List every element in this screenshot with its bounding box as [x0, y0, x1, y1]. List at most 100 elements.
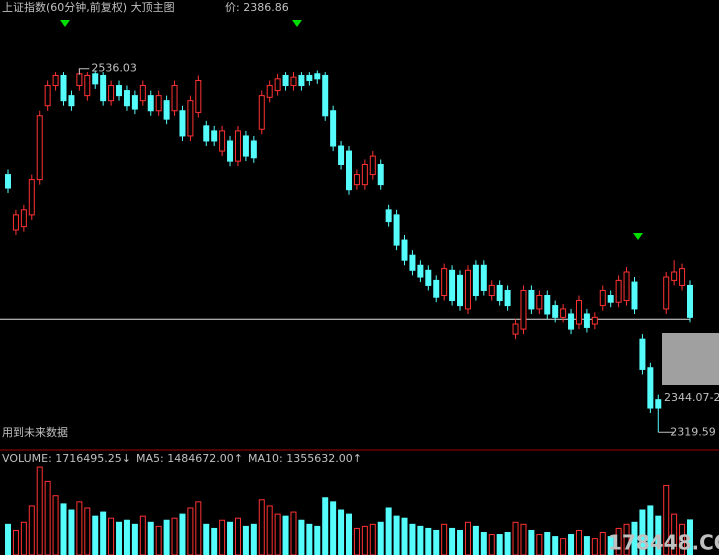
- candle-body: [28, 179, 35, 216]
- volume-bar: [36, 466, 43, 555]
- ma5-label: MA5: 1484672.00↑: [136, 452, 243, 465]
- volume-bar: [615, 527, 622, 555]
- candle-body: [377, 163, 384, 186]
- volume-bar: [250, 523, 257, 555]
- ma10-label: MA10: 1355632.00↑: [248, 452, 362, 465]
- candle-body: [520, 289, 527, 330]
- volume-bar: [338, 509, 345, 555]
- candle-body: [353, 174, 360, 186]
- candle-body: [544, 295, 551, 315]
- candle-body: [409, 254, 416, 271]
- candle-body: [552, 305, 559, 318]
- candle-body: [575, 300, 582, 325]
- candle-body: [385, 209, 392, 223]
- volume-bar: [496, 534, 503, 555]
- volume-bar: [227, 521, 234, 555]
- candle-body: [615, 279, 622, 303]
- candle-body: [496, 284, 503, 302]
- candle-body: [179, 110, 186, 137]
- candle-body: [369, 155, 376, 176]
- candle-body: [108, 85, 115, 102]
- candle-body: [147, 95, 154, 112]
- volume-bar: [234, 517, 241, 555]
- volume-bar: [100, 511, 107, 555]
- volume-bar: [5, 523, 11, 555]
- candle-body: [631, 281, 638, 310]
- candle-body: [504, 289, 511, 307]
- volume-bar: [155, 525, 162, 555]
- volume-bar: [591, 538, 598, 555]
- candle-body: [488, 284, 495, 297]
- volume-bar: [369, 523, 376, 555]
- volume-bar: [687, 519, 693, 555]
- volume-bar: [219, 519, 226, 555]
- volume-bar: [290, 511, 297, 555]
- volume-bar: [12, 529, 19, 555]
- candle-body: [5, 174, 11, 189]
- volume-bar: [385, 507, 392, 555]
- volume-bar: [123, 519, 130, 555]
- volume-bar: [401, 517, 408, 555]
- volume-bar: [409, 523, 416, 555]
- volume-bar: [171, 517, 178, 555]
- volume-bar: [44, 480, 51, 555]
- candle-body: [679, 268, 686, 286]
- candle-body: [266, 85, 273, 98]
- candle-body: [671, 271, 678, 281]
- volume-bar: [258, 499, 265, 555]
- volume-bar: [353, 527, 360, 555]
- candle-body: [346, 150, 352, 191]
- volume-bar: [60, 503, 67, 555]
- volume-label: VOLUME: 1716495.25↓: [2, 452, 131, 465]
- candle-body: [250, 140, 257, 159]
- volume-bar: [242, 525, 249, 555]
- volume-bar: [536, 534, 543, 555]
- future-box: [662, 333, 719, 385]
- volume-bar: [528, 529, 535, 555]
- candle-body: [131, 95, 138, 110]
- candle-body: [92, 73, 99, 85]
- volume-bar: [377, 521, 384, 555]
- price-value: 2386.86: [243, 1, 289, 14]
- volume-bar: [298, 519, 305, 555]
- volume-bar: [472, 525, 479, 555]
- volume-bar: [266, 505, 273, 555]
- candle-body: [560, 308, 567, 318]
- volume-bar: [116, 521, 123, 555]
- candle-body: [528, 289, 535, 310]
- candle-body: [536, 295, 543, 310]
- volume-bar: [322, 497, 329, 555]
- volume-bar: [20, 521, 27, 555]
- watermark: 178448.COM: [608, 531, 719, 555]
- candle-body: [187, 100, 194, 137]
- candle-body: [123, 90, 130, 107]
- volume-bar: [512, 521, 519, 555]
- volume-bar: [663, 484, 670, 555]
- volume-bar: [92, 515, 99, 555]
- volume-bar: [464, 521, 471, 555]
- volume-bar: [480, 532, 487, 555]
- volume-bar: [28, 505, 35, 555]
- candle-body: [52, 74, 59, 87]
- volume-bar: [274, 513, 281, 555]
- volume-bar: [361, 525, 368, 555]
- candle-body: [583, 313, 590, 328]
- candle-body: [417, 264, 424, 278]
- candle-body: [139, 85, 146, 102]
- candle-body: [425, 269, 432, 286]
- volume-bar: [163, 519, 170, 555]
- volume-bar: [425, 527, 432, 555]
- candle-body: [314, 73, 321, 80]
- candle-body: [282, 74, 289, 87]
- plot: 2536.03 2319.59: [0, 62, 716, 555]
- candle-body: [512, 323, 519, 335]
- volume-bar: [147, 521, 154, 555]
- volume-bar: [393, 515, 400, 555]
- volume-bar: [655, 515, 662, 555]
- candle-body: [306, 74, 313, 82]
- volume-bar: [520, 523, 527, 555]
- volume-bar: [449, 527, 456, 555]
- note: 用到未来数据: [2, 425, 68, 439]
- low-label: 2319.59: [670, 425, 716, 438]
